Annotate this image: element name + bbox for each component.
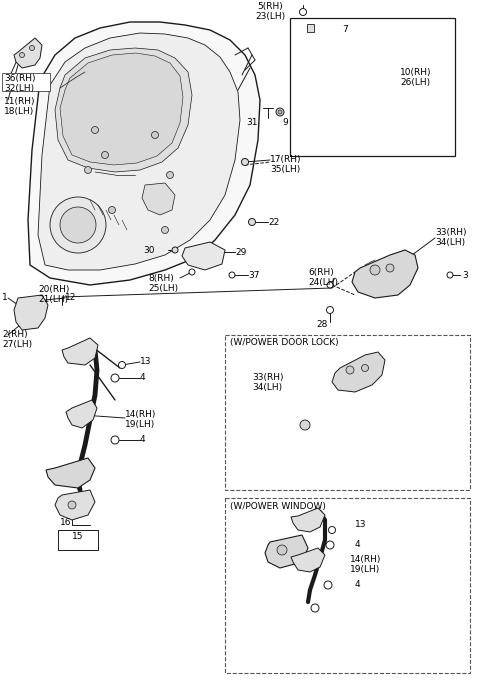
Polygon shape [291,548,325,572]
Polygon shape [55,48,192,172]
Circle shape [189,269,195,275]
Text: 33(RH)
34(LH): 33(RH) 34(LH) [252,373,284,393]
Circle shape [326,306,334,313]
Circle shape [327,282,333,288]
Text: 4: 4 [140,435,145,444]
Text: 3: 3 [462,271,468,280]
Text: (W/POWER WINDOW): (W/POWER WINDOW) [230,502,326,511]
Bar [225,498,470,673]
Circle shape [328,527,336,534]
Circle shape [324,581,332,589]
Text: 10(RH)
26(LH): 10(RH) 26(LH) [400,68,432,88]
Circle shape [29,45,35,51]
Circle shape [277,545,287,555]
Circle shape [361,364,369,372]
Bar [307,24,313,32]
Circle shape [68,501,76,509]
Circle shape [370,265,380,275]
Bar [225,335,470,490]
Circle shape [386,264,394,272]
Circle shape [346,366,354,374]
Circle shape [167,172,173,179]
Circle shape [300,8,307,15]
Circle shape [249,218,255,225]
Text: 17(RH)
35(LH): 17(RH) 35(LH) [270,155,301,174]
Text: 9: 9 [282,118,288,127]
Bar [290,18,455,156]
Circle shape [326,541,334,549]
Text: 4: 4 [140,373,145,382]
Polygon shape [291,508,325,532]
Text: 29: 29 [235,248,246,257]
Text: 1: 1 [2,293,8,302]
Polygon shape [332,352,385,392]
Text: 33(RH)
34(LH): 33(RH) 34(LH) [435,228,467,247]
Circle shape [161,227,168,234]
Polygon shape [60,53,183,165]
Text: 28: 28 [316,320,328,329]
Text: 14(RH)
19(LH): 14(RH) 19(LH) [125,410,156,430]
Text: 12: 12 [65,293,76,302]
Polygon shape [14,295,48,330]
Circle shape [84,167,92,174]
Polygon shape [46,458,95,488]
Circle shape [119,361,125,368]
Text: 4: 4 [355,580,360,589]
Circle shape [60,207,96,243]
Text: 4: 4 [355,540,360,549]
Circle shape [36,297,40,302]
Polygon shape [265,535,308,568]
Text: 31: 31 [247,118,258,127]
Polygon shape [142,183,175,215]
Circle shape [278,110,282,114]
Text: (W/POWER DOOR LOCK): (W/POWER DOOR LOCK) [230,338,338,347]
Polygon shape [28,22,260,285]
Circle shape [241,158,249,165]
Polygon shape [14,38,42,68]
Text: 14(RH)
19(LH): 14(RH) 19(LH) [350,555,382,574]
Text: 7: 7 [342,25,348,34]
Text: 15: 15 [72,532,84,541]
Polygon shape [66,400,97,428]
Text: 30: 30 [144,246,155,255]
Polygon shape [38,33,240,270]
Circle shape [111,374,119,382]
Text: 6(RH)
24(LH): 6(RH) 24(LH) [308,268,338,288]
Text: 16: 16 [60,518,72,527]
Bar [58,530,98,550]
Circle shape [92,126,98,133]
Polygon shape [55,490,95,520]
Circle shape [111,436,119,444]
Circle shape [447,272,453,278]
Text: 13: 13 [355,520,367,529]
Circle shape [152,131,158,138]
Text: 22: 22 [268,218,279,227]
Text: 5(RH)
23(LH): 5(RH) 23(LH) [255,2,285,22]
Text: 2(RH)
27(LH): 2(RH) 27(LH) [2,330,32,350]
Circle shape [50,197,106,253]
Circle shape [108,206,116,213]
Bar [2,73,50,91]
Circle shape [20,53,24,58]
Text: 8(RH)
25(LH): 8(RH) 25(LH) [148,274,178,293]
Polygon shape [62,338,98,365]
Text: 11(RH)
18(LH): 11(RH) 18(LH) [4,97,36,116]
Circle shape [172,247,178,253]
Polygon shape [352,250,418,298]
Text: 20(RH)
21(LH): 20(RH) 21(LH) [38,285,70,304]
Polygon shape [182,242,225,270]
Text: 36(RH)
32(LH): 36(RH) 32(LH) [4,74,36,93]
Circle shape [300,420,310,430]
Circle shape [311,604,319,612]
Circle shape [20,300,24,304]
Text: 13: 13 [140,357,152,366]
Circle shape [101,152,108,158]
Circle shape [276,108,284,116]
Text: 37: 37 [248,271,260,280]
Circle shape [229,272,235,278]
